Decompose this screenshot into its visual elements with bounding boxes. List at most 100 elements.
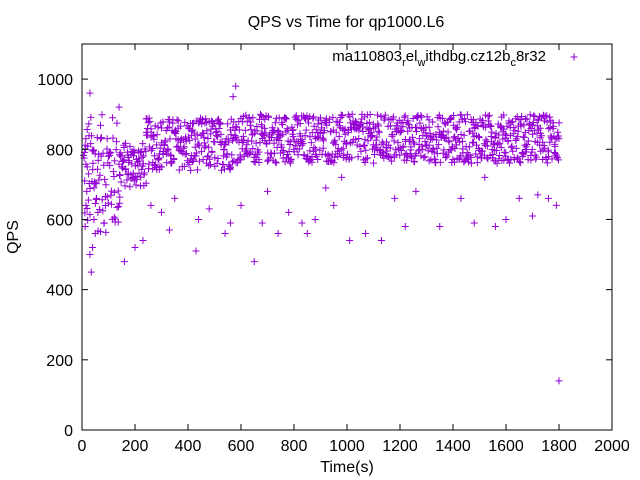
data-point <box>459 137 467 145</box>
data-point <box>213 159 221 167</box>
x-tick-label: 1600 <box>488 438 524 455</box>
data-point <box>255 148 263 156</box>
data-point <box>215 115 223 123</box>
data-point <box>190 129 198 137</box>
data-point <box>551 150 559 158</box>
data-point <box>512 144 520 152</box>
data-point <box>521 129 529 137</box>
data-point <box>460 131 468 139</box>
data-point <box>159 118 167 126</box>
data-point <box>399 143 407 151</box>
data-point <box>474 122 482 130</box>
data-point <box>100 161 108 169</box>
data-point <box>247 126 255 134</box>
data-point <box>165 226 173 234</box>
data-point <box>361 136 369 144</box>
data-point <box>118 163 126 171</box>
data-point <box>417 112 425 120</box>
data-point <box>424 147 432 155</box>
data-point <box>98 196 106 204</box>
data-point <box>522 115 530 123</box>
data-point <box>412 187 420 195</box>
data-point <box>239 118 247 126</box>
data-point <box>447 146 455 154</box>
data-point <box>276 131 284 139</box>
data-point <box>138 165 146 173</box>
data-point <box>274 229 282 237</box>
data-point <box>190 156 198 164</box>
data-point <box>457 111 465 119</box>
data-point <box>107 187 115 195</box>
data-point <box>193 131 201 139</box>
data-point <box>279 147 287 155</box>
data-point <box>470 219 478 227</box>
data-point <box>111 157 119 165</box>
data-point <box>87 140 95 148</box>
data-point <box>316 129 324 137</box>
data-point <box>467 159 475 167</box>
data-point <box>361 158 369 166</box>
data-point <box>552 201 560 209</box>
data-point <box>249 114 257 122</box>
data-point <box>132 181 140 189</box>
data-point <box>86 89 94 97</box>
data-point <box>338 173 346 181</box>
data-point <box>409 114 417 122</box>
data-point <box>267 150 275 158</box>
data-point <box>425 123 433 131</box>
data-point <box>519 133 527 141</box>
data-point <box>232 123 240 131</box>
data-point <box>433 150 441 158</box>
data-point <box>184 124 192 132</box>
data-point <box>103 135 111 143</box>
data-point <box>86 185 94 193</box>
data-point <box>118 152 126 160</box>
data-point <box>287 156 295 164</box>
data-point <box>355 126 363 134</box>
data-point <box>97 121 105 129</box>
data-point <box>314 156 322 164</box>
data-point <box>250 258 258 266</box>
data-point <box>375 128 383 136</box>
data-point <box>370 159 378 167</box>
data-point <box>193 149 201 157</box>
plot-frame <box>81 43 613 431</box>
data-point <box>361 142 369 150</box>
data-point <box>119 158 127 166</box>
data-point <box>83 126 91 134</box>
data-point <box>93 194 101 202</box>
data-point <box>111 215 119 223</box>
data-point <box>335 133 343 141</box>
data-point <box>202 142 210 150</box>
data-point <box>405 120 413 128</box>
x-tick-label: 600 <box>228 438 255 455</box>
data-point <box>386 154 394 162</box>
data-point <box>116 193 124 201</box>
data-point <box>520 133 528 141</box>
data-point <box>96 171 104 179</box>
data-point <box>425 157 433 165</box>
data-point <box>91 229 99 237</box>
data-point <box>538 132 546 140</box>
data-point <box>523 115 531 123</box>
data-point <box>555 377 563 385</box>
data-point <box>158 208 165 216</box>
data-point <box>136 148 144 156</box>
data-point <box>109 134 117 142</box>
data-point <box>303 229 311 237</box>
data-point <box>389 130 397 138</box>
data-point <box>189 126 197 134</box>
data-point <box>372 136 380 144</box>
data-point <box>512 137 520 145</box>
data-point <box>207 161 215 169</box>
data-point <box>354 153 362 161</box>
data-point <box>377 113 385 121</box>
data-point <box>173 116 181 124</box>
data-point <box>509 130 517 138</box>
data-point <box>103 193 111 201</box>
data-point <box>442 133 450 141</box>
data-point <box>158 163 166 171</box>
data-point <box>204 135 212 143</box>
data-point <box>435 111 443 119</box>
data-point <box>232 133 240 141</box>
